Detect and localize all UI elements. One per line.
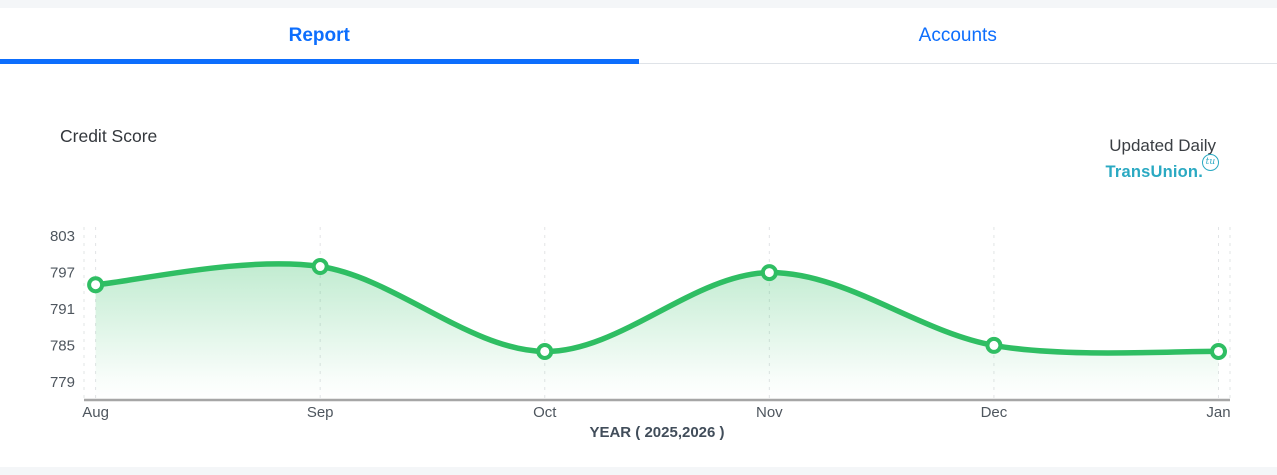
x-tick-label: Nov bbox=[756, 404, 783, 421]
page-title: Credit Score bbox=[60, 126, 157, 147]
x-tick-label: Sep bbox=[307, 404, 334, 421]
y-tick-label: 779 bbox=[50, 374, 75, 391]
x-tick-label: Dec bbox=[981, 404, 1008, 421]
transunion-tu-circle-icon: tu bbox=[1202, 154, 1219, 171]
y-tick-label: 785 bbox=[50, 337, 75, 354]
tab-bar: Report Accounts bbox=[0, 8, 1277, 64]
updated-daily-label: Updated Daily bbox=[1105, 136, 1216, 156]
report-card: Report Accounts Credit Score Updated Dai… bbox=[0, 8, 1277, 467]
credit-score-line-chart: 803 797 791 785 779 Aug Sep Oct Nov Dec Jan YEAR ( … bbox=[0, 221, 1277, 467]
x-tick-label: Oct bbox=[533, 404, 557, 421]
tab-report[interactable]: Report bbox=[0, 8, 639, 64]
chart-marker-nov[interactable] bbox=[763, 266, 776, 279]
transunion-logo: TransUnion. tu bbox=[1105, 163, 1216, 182]
update-info: Updated Daily TransUnion. tu bbox=[1105, 136, 1216, 182]
chart-marker-sep[interactable] bbox=[314, 260, 327, 273]
transunion-wordmark: TransUnion. bbox=[1105, 163, 1203, 181]
tab-report-label: Report bbox=[289, 25, 350, 47]
x-tick-label: Jan bbox=[1206, 404, 1230, 421]
chart-area-fill bbox=[96, 264, 1219, 400]
tab-accounts[interactable]: Accounts bbox=[639, 8, 1277, 64]
tab-accounts-label: Accounts bbox=[919, 25, 997, 47]
chart-marker-oct[interactable] bbox=[538, 345, 551, 358]
chart-marker-aug[interactable] bbox=[89, 278, 102, 291]
chart-marker-dec[interactable] bbox=[987, 339, 1000, 352]
y-tick-label: 797 bbox=[50, 265, 75, 282]
chart-marker-jan[interactable] bbox=[1212, 345, 1225, 358]
credit-score-chart: 803 797 791 785 779 Aug Sep Oct Nov Dec Jan YEAR ( … bbox=[0, 221, 1277, 467]
x-axis-title: YEAR ( 2025,2026 ) bbox=[589, 424, 724, 441]
x-tick-label: Aug bbox=[82, 404, 109, 421]
y-tick-label: 803 bbox=[50, 228, 75, 245]
y-tick-label: 791 bbox=[50, 301, 75, 318]
